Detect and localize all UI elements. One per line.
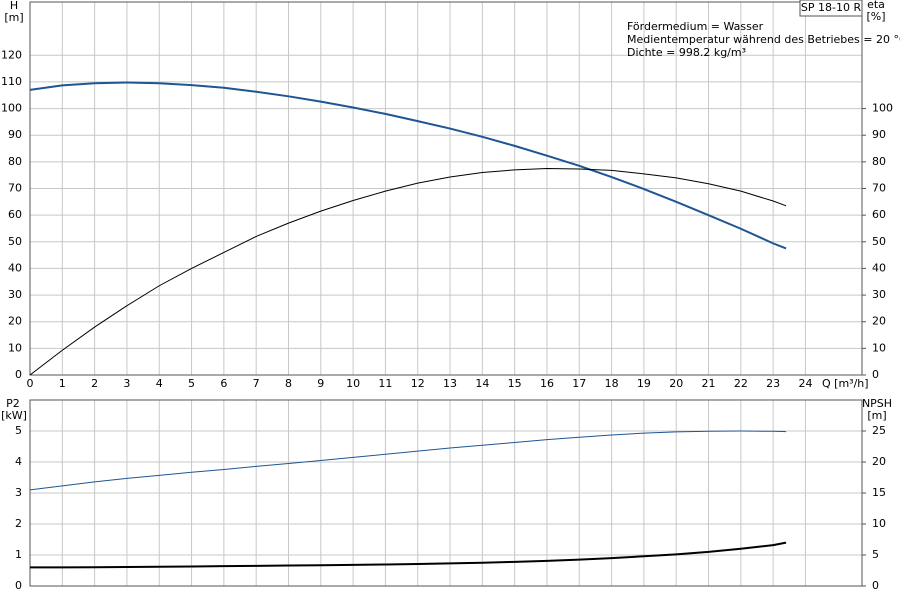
curve <box>29 430 787 491</box>
x-tick-label: 20 <box>669 377 683 390</box>
y-tick-label: 4 <box>15 455 22 468</box>
curve <box>29 81 787 250</box>
y-tick-label: 110 <box>1 75 22 88</box>
y2-tick-label: 0 <box>872 579 879 592</box>
x-tick-label: 14 <box>475 377 489 390</box>
x-tick-label: 3 <box>123 377 130 390</box>
x-tick-label: 22 <box>734 377 748 390</box>
y2-tick-label: 10 <box>872 341 886 354</box>
x-tick-label: 11 <box>378 377 392 390</box>
y2-axis-label: NPSH <box>862 397 892 410</box>
x-tick-label: 9 <box>317 377 324 390</box>
y2-tick-label: 0 <box>872 368 879 381</box>
x-axis-label: Q [m³/h] <box>822 377 869 390</box>
x-tick-label: 0 <box>27 377 34 390</box>
y2-tick-label: 40 <box>872 261 886 274</box>
x-tick-label: 2 <box>91 377 98 390</box>
y-axis-unit: [kW] <box>1 409 27 422</box>
y2-axis-unit: [%] <box>866 10 885 23</box>
x-tick-label: 5 <box>188 377 195 390</box>
y-tick-label: 10 <box>8 341 22 354</box>
y-tick-label: 3 <box>15 486 22 499</box>
x-tick-label: 19 <box>637 377 651 390</box>
x-tick-label: 10 <box>346 377 360 390</box>
y2-tick-label: 80 <box>872 155 886 168</box>
y2-tick-label: 70 <box>872 182 886 195</box>
x-tick-label: 17 <box>572 377 586 390</box>
y2-axis-unit: [m] <box>867 409 886 422</box>
title-box <box>799 0 863 17</box>
y-tick-label: 90 <box>8 128 22 141</box>
y2-axis-label: eta <box>867 0 885 11</box>
x-tick-label: 21 <box>702 377 716 390</box>
x-tick-label: 15 <box>508 377 522 390</box>
x-tick-label: 16 <box>540 377 554 390</box>
annotation: Fördermedium = Wasser <box>627 20 764 33</box>
y-axis-label: H <box>10 0 18 12</box>
x-tick-label: 13 <box>443 377 457 390</box>
x-tick-label: 24 <box>798 377 812 390</box>
y2-tick-label: 60 <box>872 208 886 221</box>
x-tick-label: 23 <box>766 377 780 390</box>
y2-tick-label: 20 <box>872 315 886 328</box>
annotation: Medientemperatur während des Betriebes =… <box>627 33 900 46</box>
y-tick-label: 120 <box>1 48 22 61</box>
y-tick-label: 70 <box>8 182 22 195</box>
chart-title: SP 18-10 R <box>801 1 862 14</box>
y-tick-label: 100 <box>1 102 22 115</box>
y2-tick-label: 25 <box>872 424 886 437</box>
plot-frame <box>29 399 863 587</box>
y-tick-label: 2 <box>15 517 22 530</box>
y2-tick-label: 50 <box>872 235 886 248</box>
y2-tick-label: 15 <box>872 486 886 499</box>
y-tick-label: 0 <box>15 579 22 592</box>
plot-frame <box>29 1 863 376</box>
y2-tick-label: 10 <box>872 517 886 530</box>
y-tick-label: 1 <box>15 548 22 561</box>
y-tick-label: 30 <box>8 288 22 301</box>
y2-tick-label: 30 <box>872 288 886 301</box>
curve <box>30 541 787 569</box>
y-tick-label: 50 <box>8 235 22 248</box>
x-tick-label: 8 <box>285 377 292 390</box>
y-tick-label: 80 <box>8 155 22 168</box>
curve <box>29 168 787 376</box>
y-tick-label: 0 <box>15 368 22 381</box>
y-axis-label: P2 <box>6 397 20 410</box>
x-tick-label: 7 <box>253 377 260 390</box>
x-tick-label: 4 <box>156 377 163 390</box>
annotation: Dichte = 998.2 kg/m³ <box>627 46 746 59</box>
plot-layer: 0 1 2 3 4 5 6 7 8 9 10 11 12 13 14 15 16 17 18 19 20 21 22 23 24… <box>1 1 893 592</box>
x-tick-label: 18 <box>605 377 619 390</box>
x-tick-label: 1 <box>59 377 66 390</box>
y2-tick-label: 90 <box>872 128 886 141</box>
y-axis-unit: [m] <box>4 11 23 24</box>
y2-tick-label: 5 <box>872 548 879 561</box>
y-tick-label: 20 <box>8 315 22 328</box>
y2-tick-label: 20 <box>872 455 886 468</box>
y-tick-label: 5 <box>15 424 22 437</box>
x-tick-label: 6 <box>220 377 227 390</box>
x-tick-label: 12 <box>411 377 425 390</box>
y2-tick-label: 100 <box>872 102 893 115</box>
y-tick-label: 60 <box>8 208 22 221</box>
y-tick-label: 40 <box>8 261 22 274</box>
